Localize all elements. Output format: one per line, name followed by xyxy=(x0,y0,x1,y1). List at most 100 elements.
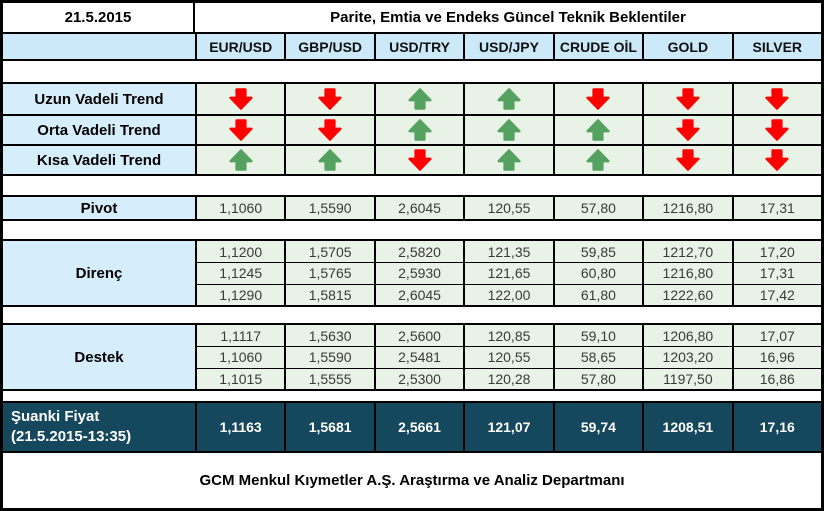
trend-cell xyxy=(195,84,285,114)
trend-down-icon xyxy=(762,118,792,142)
trend-cell xyxy=(373,84,464,114)
support-value: 2,5481 xyxy=(373,346,464,368)
resistance-value: 121,65 xyxy=(463,262,553,284)
trend-cell xyxy=(642,84,732,114)
report-date: 21.5.2015 xyxy=(3,3,195,32)
trend-cell xyxy=(552,116,643,144)
resistance-value: 1222,60 xyxy=(642,283,732,305)
trend-cell xyxy=(642,116,732,144)
trend-cell xyxy=(642,146,732,174)
pivot-label: Pivot xyxy=(3,197,195,219)
trend-cell xyxy=(284,146,374,174)
trend-cell xyxy=(731,84,821,114)
trend-down-icon xyxy=(226,87,256,111)
support-value: 1206,80 xyxy=(642,325,732,347)
report-header-row: 21.5.2015 Parite, Emtia ve Endeks Güncel… xyxy=(3,3,821,34)
footer-department: GCM Menkul Kıymetler A.Ş. Araştırma ve A… xyxy=(3,453,821,508)
column-header-crudeoil: CRUDE OİL xyxy=(552,34,643,59)
pivot-value: 2,6045 xyxy=(373,197,464,219)
support-section: Destek 1,1117 1,5630 2,5600 120,85 59,10… xyxy=(3,323,821,391)
current-price-value: 1,5681 xyxy=(284,403,374,451)
column-header-spacer xyxy=(3,34,195,59)
resistance-value: 122,00 xyxy=(463,283,553,305)
trend-up-icon xyxy=(405,118,435,142)
resistance-value: 59,85 xyxy=(552,241,643,263)
trend-up-icon xyxy=(315,148,345,172)
trend-cell xyxy=(373,146,464,174)
trend-short-label: Kısa Vadeli Trend xyxy=(3,146,195,174)
pivot-value: 120,55 xyxy=(463,197,553,219)
resistance-value: 1,1290 xyxy=(195,283,285,305)
current-price-row: Şuanki Fiyat (21.5.2015-13:35) 1,1163 1,… xyxy=(3,401,821,453)
trend-section: Uzun Vadeli Trend Orta Vadeli Trend Kısa… xyxy=(3,82,821,176)
current-price-value: 2,5661 xyxy=(373,403,464,451)
trend-medium-label: Orta Vadeli Trend xyxy=(3,116,195,144)
report-title: Parite, Emtia ve Endeks Güncel Teknik Be… xyxy=(330,9,686,26)
resistance-value: 1212,70 xyxy=(642,241,732,263)
support-value: 16,86 xyxy=(731,367,821,389)
trend-long-label: Uzun Vadeli Trend xyxy=(3,84,195,114)
spacer xyxy=(3,307,821,323)
resistance-value: 17,20 xyxy=(731,241,821,263)
trend-row-medium: Orta Vadeli Trend xyxy=(3,114,821,144)
current-price-value: 1208,51 xyxy=(642,403,732,451)
resistance-value: 1,1200 xyxy=(195,241,285,263)
trend-up-icon xyxy=(583,148,613,172)
pivot-row: Pivot 1,1060 1,5590 2,6045 120,55 57,80 … xyxy=(3,195,821,221)
column-header-usdjpy: USD/JPY xyxy=(463,34,553,59)
trend-down-icon xyxy=(315,118,345,142)
support-value: 59,10 xyxy=(552,325,643,347)
column-header-silver: SILVER xyxy=(731,34,821,59)
column-header-usdtry: USD/TRY xyxy=(373,34,464,59)
current-price-label-text: Şuanki Fiyat xyxy=(11,407,100,425)
column-header-gbpusd: GBP/USD xyxy=(284,34,374,59)
resistance-value: 60,80 xyxy=(552,262,643,284)
support-value: 57,80 xyxy=(552,367,643,389)
trend-up-icon xyxy=(494,148,524,172)
trend-cell xyxy=(552,146,643,174)
resistance-value: 1,5815 xyxy=(284,283,374,305)
spacer xyxy=(3,391,821,401)
support-value: 17,07 xyxy=(731,325,821,347)
column-header-row: EUR/USD GBP/USD USD/TRY USD/JPY CRUDE Oİ… xyxy=(3,34,821,61)
trend-cell xyxy=(552,84,643,114)
trend-down-icon xyxy=(762,87,792,111)
support-value: 1203,20 xyxy=(642,346,732,368)
resistance-label: Direnç xyxy=(3,241,195,305)
trend-down-icon xyxy=(583,87,613,111)
support-value: 120,55 xyxy=(463,346,553,368)
current-price-label: Şuanki Fiyat (21.5.2015-13:35) xyxy=(3,403,195,451)
current-price-value: 1,1163 xyxy=(195,403,285,451)
support-value: 58,65 xyxy=(552,346,643,368)
pivot-value: 1,5590 xyxy=(284,197,374,219)
column-header-gold: GOLD xyxy=(642,34,732,59)
resistance-value: 17,42 xyxy=(731,283,821,305)
trend-cell xyxy=(731,116,821,144)
current-price-value: 59,74 xyxy=(552,403,643,451)
trend-up-icon xyxy=(226,148,256,172)
support-value: 1,5555 xyxy=(284,367,374,389)
support-value: 1,5630 xyxy=(284,325,374,347)
trend-up-icon xyxy=(494,118,524,142)
trend-cell xyxy=(731,146,821,174)
trend-cell xyxy=(463,116,553,144)
resistance-value: 1,1245 xyxy=(195,262,285,284)
support-value: 2,5600 xyxy=(373,325,464,347)
spacer xyxy=(3,221,821,239)
resistance-section: Direnç 1,1200 1,5705 2,5820 121,35 59,85… xyxy=(3,239,821,307)
pivot-value: 1216,80 xyxy=(642,197,732,219)
resistance-value: 2,5930 xyxy=(373,262,464,284)
trend-row-short: Kısa Vadeli Trend xyxy=(3,144,821,174)
resistance-value: 1,5705 xyxy=(284,241,374,263)
resistance-value: 121,35 xyxy=(463,241,553,263)
trend-cell xyxy=(284,84,374,114)
support-value: 1,1060 xyxy=(195,346,285,368)
trend-up-icon xyxy=(583,118,613,142)
trend-down-icon xyxy=(673,87,703,111)
trend-cell xyxy=(463,146,553,174)
trend-down-icon xyxy=(405,148,435,172)
current-price-value: 121,07 xyxy=(463,403,553,451)
support-value: 120,85 xyxy=(463,325,553,347)
pivot-value: 57,80 xyxy=(552,197,643,219)
trend-cell xyxy=(195,116,285,144)
